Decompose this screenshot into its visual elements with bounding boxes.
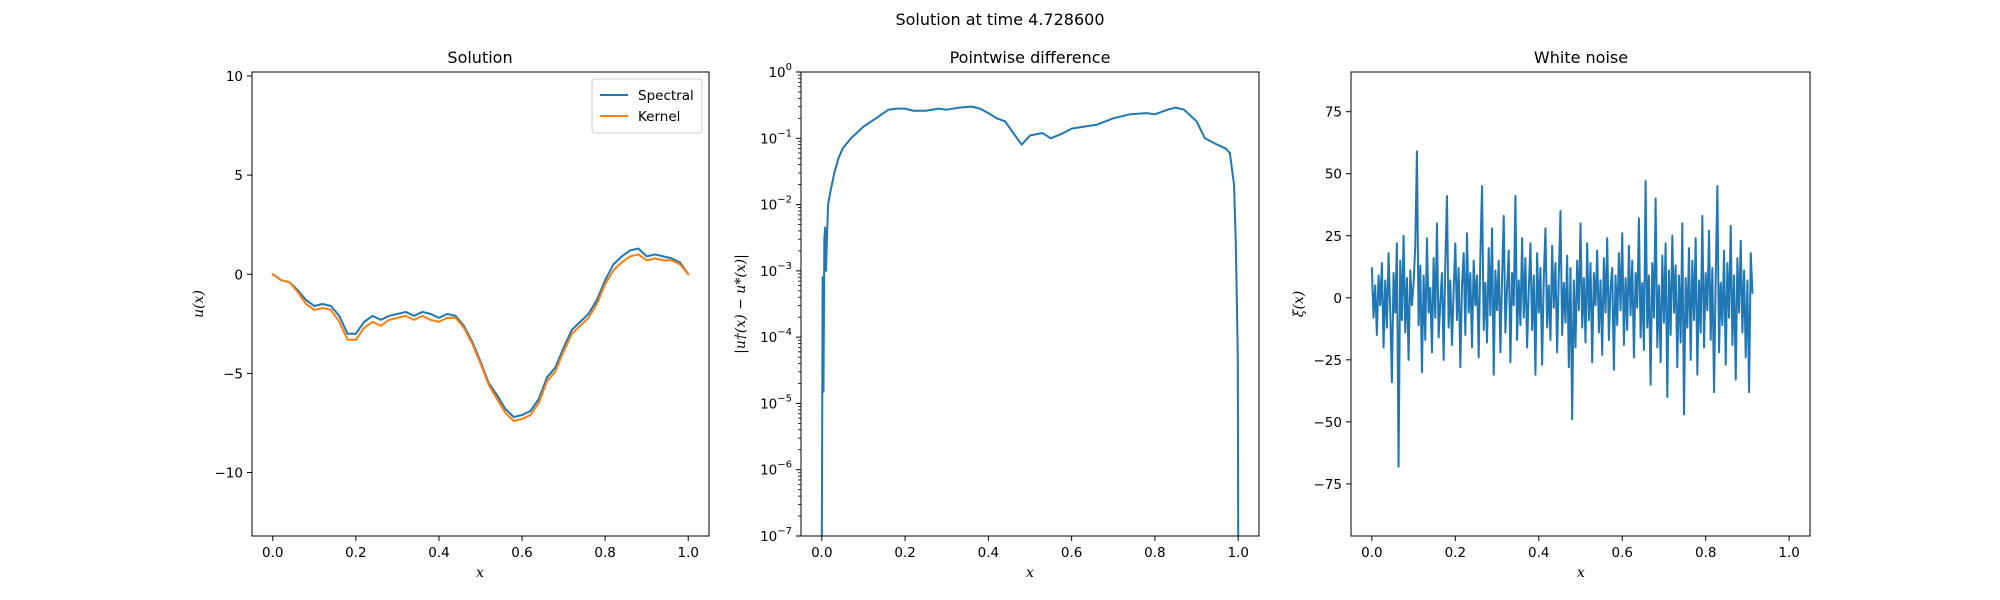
- white-noise-ytick-label: −25: [1314, 353, 1343, 369]
- solution-legend-frame: [591, 78, 703, 134]
- solution-xtick-label: 0.2: [345, 545, 366, 561]
- white-noise-title: White noise: [1534, 48, 1628, 67]
- solution-xlabel: x: [476, 565, 484, 581]
- difference-ytick-label: 10−3: [760, 261, 792, 280]
- difference-ytick-label: 100: [768, 62, 792, 81]
- difference-ytick-label: 10−5: [760, 393, 792, 412]
- white-noise-ytick-label: 0: [1333, 291, 1342, 307]
- solution-legend: Spectral Kernel: [591, 78, 703, 134]
- difference-xlabel: x: [1026, 565, 1034, 581]
- pointwise-difference-panel: Pointwise difference x |u†(x) − u*(x)| 0…: [733, 48, 1260, 581]
- solution-ytick-label: 5: [234, 168, 243, 184]
- difference-ytick-label: 10−2: [760, 195, 792, 214]
- solution-title: Solution: [447, 48, 512, 67]
- white-noise-series-line-data: [1370, 150, 1754, 468]
- difference-series-group: [820, 105, 1240, 536]
- white-noise-xtick-label: 0.0: [1361, 545, 1382, 561]
- white-noise-ytick-label: −50: [1314, 415, 1343, 431]
- difference-xtick-label: 0.8: [1144, 545, 1165, 561]
- white-noise-panel: White noise x ξ(x) 0.0 0.2 0.4 0.6 0.8 1.0 75 5…: [1291, 48, 1811, 581]
- white-noise-ytick-label: −75: [1314, 477, 1343, 493]
- solution-legend-label-kernel: Kernel: [638, 109, 680, 125]
- solution-xtick-label: 1.0: [677, 545, 698, 561]
- difference-ytick-label: 10−6: [760, 460, 792, 479]
- difference-series-line-data: [820, 105, 1240, 536]
- solution-series-group: [271, 247, 690, 422]
- white-noise-ytick-label: 25: [1325, 229, 1342, 245]
- white-noise-xtick-label: 0.8: [1695, 545, 1716, 561]
- solution-panel: Solution x u(x) 0.0 0.2 0.4 0.6 0.8 1.0 10 5 0 −5…: [191, 48, 710, 581]
- difference-ylabel: |u†(x) − u*(x)|: [733, 254, 749, 354]
- white-noise-xlabel: x: [1577, 565, 1585, 581]
- solution-axes-frame: [251, 71, 710, 537]
- white-noise-xtick-label: 0.6: [1611, 545, 1632, 561]
- solution-ytick-label: 0: [234, 267, 243, 283]
- difference-xtick-label: 0.2: [894, 545, 915, 561]
- solution-ytick-label: 10: [226, 69, 243, 85]
- difference-ytick-label: 10−1: [760, 128, 792, 147]
- white-noise-xtick-label: 1.0: [1778, 545, 1799, 561]
- white-noise-xtick-label: 0.2: [1445, 545, 1466, 561]
- difference-xtick-label: 0.0: [811, 545, 832, 561]
- figure-suptitle: Solution at time 4.728600: [895, 10, 1104, 29]
- difference-xtick-label: 0.4: [978, 545, 999, 561]
- white-noise-axes-frame: [1350, 71, 1811, 537]
- solution-xtick-label: 0.6: [511, 545, 532, 561]
- solution-xtick-label: 0.4: [428, 545, 449, 561]
- solution-ylabel: u(x): [191, 290, 207, 318]
- solution-legend-label-spectral: Spectral: [638, 88, 694, 104]
- difference-xtick-label: 0.6: [1061, 545, 1082, 561]
- solution-ytick-label: −5: [223, 366, 243, 382]
- white-noise-ytick-label: 50: [1325, 167, 1342, 183]
- difference-xtick-label: 1.0: [1227, 545, 1248, 561]
- white-noise-ytick-label: 75: [1325, 105, 1342, 121]
- white-noise-series-group: [1370, 150, 1754, 468]
- white-noise-xtick-label: 0.4: [1528, 545, 1549, 561]
- difference-axes-frame: [800, 71, 1260, 537]
- difference-ytick-label: 10−4: [760, 327, 792, 346]
- solution-xtick-label: 0.8: [594, 545, 615, 561]
- solution-xtick-label: 0.0: [262, 545, 283, 561]
- difference-title: Pointwise difference: [950, 48, 1111, 67]
- difference-ytick-label: 10−7: [760, 526, 792, 545]
- solution-ytick-label: −10: [215, 466, 244, 482]
- solution-series-line-kernel: [271, 253, 690, 422]
- white-noise-ylabel: ξ(x): [1291, 291, 1307, 318]
